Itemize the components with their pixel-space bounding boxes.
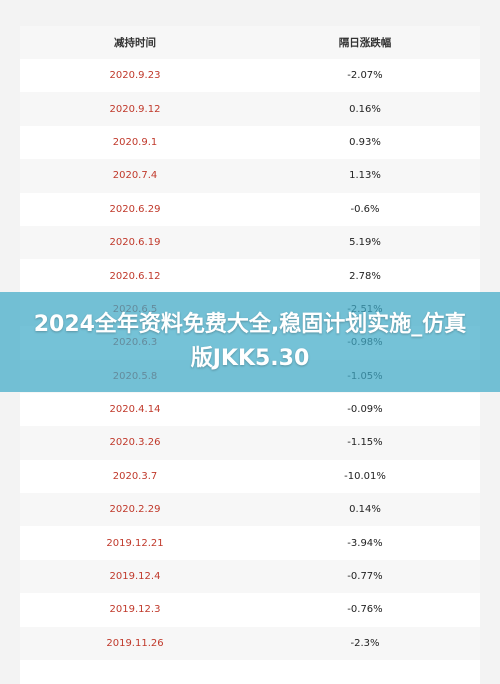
row-change: -1.15%: [347, 437, 383, 449]
table-row: 2020.7.4 1.13%: [20, 159, 480, 193]
table-row: 2020.9.1 0.93%: [20, 125, 480, 160]
banner-title: 2024全年资料免费大全,稳固计划实施_仿真版JKK5.30: [33, 312, 467, 371]
row-change: 0.16%: [349, 103, 381, 115]
row-date: 2019.12.3: [109, 604, 161, 616]
row-change: -2.3%: [350, 637, 380, 649]
row-date: 2020.3.26: [109, 437, 161, 449]
row-change: 2.78%: [349, 270, 381, 282]
row-change: 0.14%: [349, 504, 381, 516]
row-date: 2019.12.4: [109, 571, 161, 583]
table-row: 2019.12.21 -3.94%: [20, 526, 480, 560]
table-row: 2020.6.29 -0.6%: [20, 192, 480, 226]
table-row: 2020.6.12 2.78%: [20, 259, 480, 293]
table-row: 2020.9.23 -2.07%: [20, 59, 480, 93]
table-row: 2020.3.7 -10.01%: [20, 459, 480, 494]
row-change: -0.77%: [347, 571, 383, 583]
row-change: -0.6%: [350, 203, 380, 215]
row-date: 2019.12.21: [106, 537, 164, 549]
row-change: 0.93%: [349, 136, 381, 148]
row-date: 2019.11.26: [106, 637, 164, 649]
table-row: 2020.6.19 5.19%: [20, 225, 480, 260]
table-row: 2020.9.12 0.16%: [20, 92, 480, 126]
table-row: 2019.11.26 -2.3%: [20, 626, 480, 661]
table-row: 2020.4.14 -0.09%: [20, 392, 480, 427]
table-row: 2020.2.29 0.14%: [20, 493, 480, 527]
row-date: 2020.9.1: [112, 136, 158, 148]
row-date: 2020.2.29: [109, 504, 161, 516]
table-row: 2019.12.3 -0.76%: [20, 593, 480, 627]
row-date: 2020.4.14: [109, 404, 161, 416]
table-header-row: 减持时间 隔日涨跌幅: [20, 26, 480, 59]
overlay-banner: 2024全年资料免费大全,稳固计划实施_仿真版JKK5.30: [0, 292, 500, 392]
row-change: 1.13%: [349, 170, 381, 182]
row-change: -2.07%: [347, 70, 383, 82]
row-change: -3.94%: [347, 537, 383, 549]
table-row: 2020.3.26 -1.15%: [20, 426, 480, 460]
row-date: 2020.6.29: [109, 203, 161, 215]
row-date: 2020.6.19: [109, 237, 161, 249]
row-date: 2020.7.4: [112, 170, 158, 182]
row-date: 2020.9.12: [109, 103, 161, 115]
table-row: 2019.12.4 -0.77%: [20, 559, 480, 594]
header-change: 隔日涨跌幅: [338, 37, 392, 49]
row-date: 2020.3.7: [112, 470, 158, 482]
row-change: -0.09%: [347, 404, 383, 416]
header-date: 减持时间: [114, 37, 156, 49]
row-date: 2020.6.12: [109, 270, 161, 282]
row-date: 2020.9.23: [109, 70, 161, 82]
row-change: -10.01%: [344, 470, 386, 482]
row-change: 5.19%: [349, 237, 381, 249]
row-change: -0.76%: [347, 604, 383, 616]
